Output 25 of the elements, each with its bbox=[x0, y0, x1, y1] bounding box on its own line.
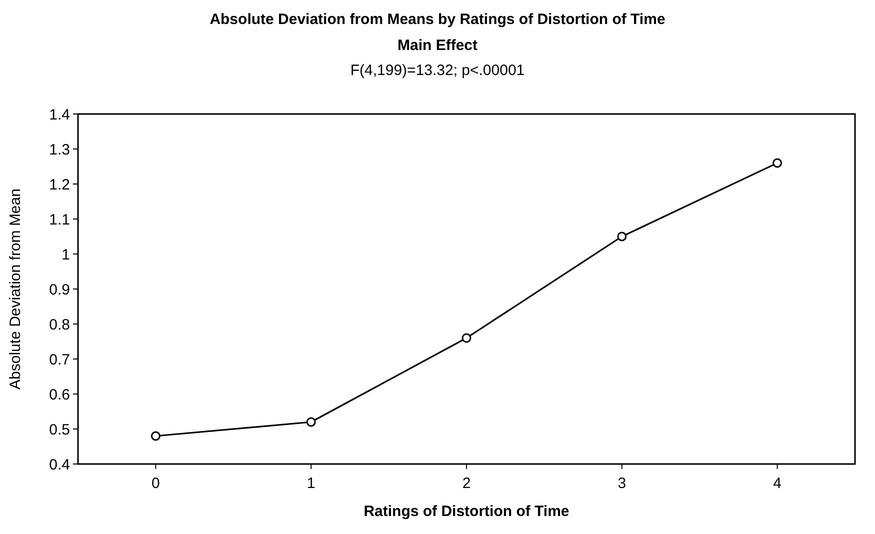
y-tick-label: 0.8 bbox=[49, 316, 70, 334]
point bbox=[617, 232, 627, 242]
y-tick-label: 1.2 bbox=[49, 176, 70, 194]
y-tick-label: 1.3 bbox=[49, 141, 70, 158]
y-tick-label: 0.6 bbox=[49, 386, 70, 404]
chart-title: Absolute Deviation from Means by Ratings of Distortion of Time bbox=[210, 11, 666, 28]
y-axis-title: Absolute Deviation from Mean bbox=[7, 188, 24, 390]
y-tick-label: 0.4 bbox=[49, 456, 70, 474]
point bbox=[150, 431, 160, 441]
y-tick-label: 0.9 bbox=[49, 281, 70, 298]
y-tick-label: 0.5 bbox=[49, 421, 70, 438]
point bbox=[772, 158, 782, 168]
y-tick-label: 1.4 bbox=[49, 106, 70, 124]
y-tick-label: 0.7 bbox=[49, 351, 70, 368]
point bbox=[462, 333, 472, 343]
y-tick-label: 1 bbox=[62, 246, 70, 264]
x-axis-title: Ratings of Distortion of Time bbox=[364, 503, 570, 520]
y-tick-label: 1.1 bbox=[49, 211, 70, 228]
chart-subtitle: Main Effect F(4,199)=13.32; p<.00001 bbox=[350, 37, 525, 79]
x-tick-label: 0 bbox=[152, 475, 160, 492]
x-tick-label: 4 bbox=[773, 475, 782, 492]
x-tick-label: 1 bbox=[306, 475, 316, 492]
x-tick-label: 3 bbox=[618, 475, 626, 492]
x-tick-label: 2 bbox=[462, 475, 471, 492]
point bbox=[306, 417, 316, 427]
